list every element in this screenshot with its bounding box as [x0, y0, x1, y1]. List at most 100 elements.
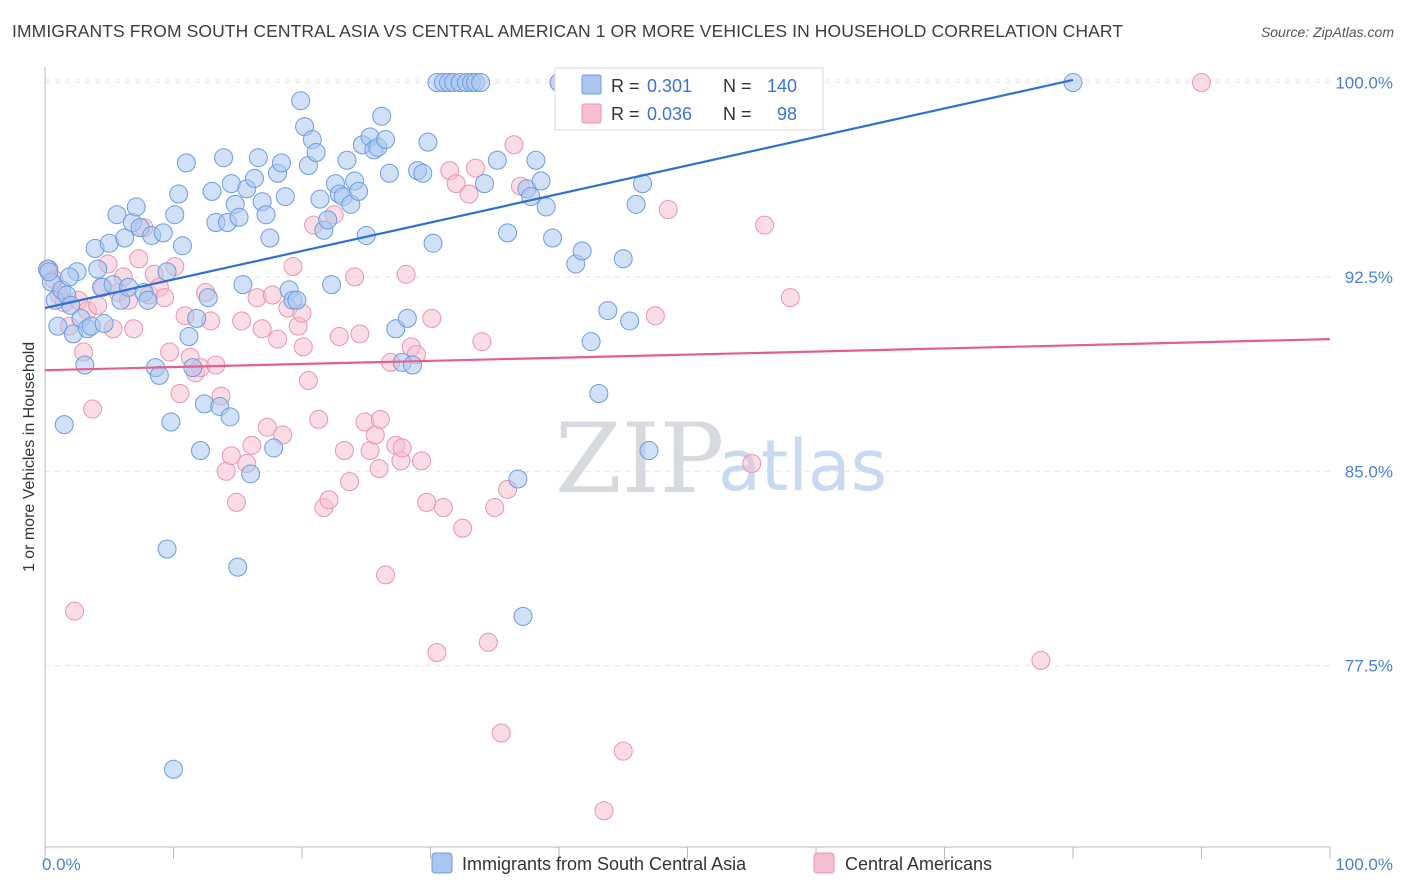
- y-tick-labels: 77.5% 85.0% 92.5% 100.0%: [1335, 74, 1393, 676]
- data-point: [645, 306, 665, 326]
- watermark-zip: ZIP: [555, 403, 724, 515]
- grid-lines: [45, 79, 1330, 667]
- data-point: [639, 441, 659, 461]
- data-point: [291, 91, 311, 111]
- y-axis-label: 1 or more Vehicles in Household: [21, 342, 38, 572]
- legend-swatch-pink: [813, 852, 835, 874]
- legend-r-value: 0.036: [647, 104, 692, 124]
- data-point: [413, 163, 433, 183]
- x-tick-label-max: 100.0%: [1335, 855, 1393, 874]
- data-point: [433, 498, 453, 518]
- data-point: [83, 399, 103, 419]
- trend-line-south-central-asia: [44, 78, 1074, 310]
- data-point: [418, 132, 438, 152]
- data-point: [594, 801, 614, 821]
- data-point: [345, 267, 365, 287]
- data-point: [172, 236, 192, 256]
- data-point: [260, 228, 280, 248]
- data-point: [329, 327, 349, 347]
- y-tick-label: 85.0%: [1345, 462, 1393, 481]
- data-point: [459, 184, 479, 204]
- data-point: [379, 163, 399, 183]
- trend-line-central-americans: [44, 337, 1331, 372]
- data-point: [232, 311, 252, 331]
- data-point: [248, 148, 268, 168]
- series-central-americans-points: [39, 73, 1211, 821]
- legend-swatch-blue: [431, 852, 453, 874]
- legend-label-south-central-asia: Immigrants from South Central Asia: [462, 854, 747, 874]
- data-point: [397, 308, 417, 328]
- data-point: [169, 184, 189, 204]
- data-point: [233, 275, 253, 295]
- data-point: [153, 223, 173, 243]
- data-point: [48, 316, 68, 336]
- data-point: [543, 228, 563, 248]
- data-point: [126, 197, 146, 217]
- source-credit: Source: ZipAtlas.com: [1260, 24, 1394, 40]
- data-point: [271, 153, 291, 173]
- chart-title: IMMIGRANTS FROM SOUTH CENTRAL ASIA VS CE…: [12, 21, 1124, 41]
- data-point: [472, 332, 492, 352]
- legend-r-label: R =: [611, 104, 640, 124]
- data-point: [310, 189, 330, 209]
- data-point: [115, 228, 135, 248]
- data-point: [376, 565, 396, 585]
- data-point: [521, 187, 541, 207]
- data-point: [340, 472, 360, 492]
- data-point: [504, 135, 524, 155]
- data-point: [589, 384, 609, 404]
- legend-r-label: R =: [611, 76, 640, 96]
- data-point: [65, 601, 85, 621]
- legend-n-value: 98: [777, 104, 797, 124]
- data-point: [214, 148, 234, 168]
- data-point: [155, 288, 175, 308]
- data-point: [755, 215, 775, 235]
- data-point: [107, 205, 127, 225]
- data-point: [226, 492, 246, 512]
- data-point: [491, 723, 511, 743]
- data-point: [498, 223, 518, 243]
- data-point: [422, 308, 442, 328]
- data-point: [369, 459, 389, 479]
- data-point: [309, 409, 329, 429]
- data-point: [88, 259, 108, 279]
- data-point: [298, 371, 318, 391]
- data-point: [465, 158, 485, 178]
- legend-r-value: 0.301: [647, 76, 692, 96]
- data-point: [396, 264, 416, 284]
- data-point: [124, 319, 144, 339]
- data-point: [257, 417, 277, 437]
- data-point: [129, 249, 149, 269]
- y-tick-label: 77.5%: [1345, 657, 1393, 676]
- legend-swatch-blue: [581, 74, 602, 95]
- data-point: [1192, 73, 1211, 93]
- data-point: [165, 205, 185, 225]
- data-point: [244, 168, 264, 188]
- data-point: [306, 143, 326, 163]
- data-point: [526, 150, 546, 170]
- data-point: [187, 308, 207, 328]
- data-point: [318, 210, 338, 230]
- data-point: [453, 518, 473, 538]
- data-point: [164, 759, 183, 779]
- data-point: [242, 435, 262, 455]
- data-point: [190, 441, 210, 461]
- data-point: [176, 153, 196, 173]
- data-point: [531, 171, 551, 191]
- data-point: [88, 295, 108, 315]
- data-point: [613, 249, 633, 269]
- data-point: [157, 539, 177, 559]
- legend-n-label: N =: [723, 104, 752, 124]
- data-point: [372, 106, 392, 126]
- data-point: [513, 606, 533, 626]
- data-point: [287, 290, 307, 310]
- data-point: [256, 205, 276, 225]
- legend-n-value: 140: [767, 76, 797, 96]
- y-tick-label: 92.5%: [1345, 268, 1393, 287]
- data-point: [179, 327, 199, 347]
- data-point: [536, 197, 556, 217]
- data-point: [293, 337, 313, 357]
- data-point: [157, 262, 177, 282]
- data-point: [613, 741, 633, 761]
